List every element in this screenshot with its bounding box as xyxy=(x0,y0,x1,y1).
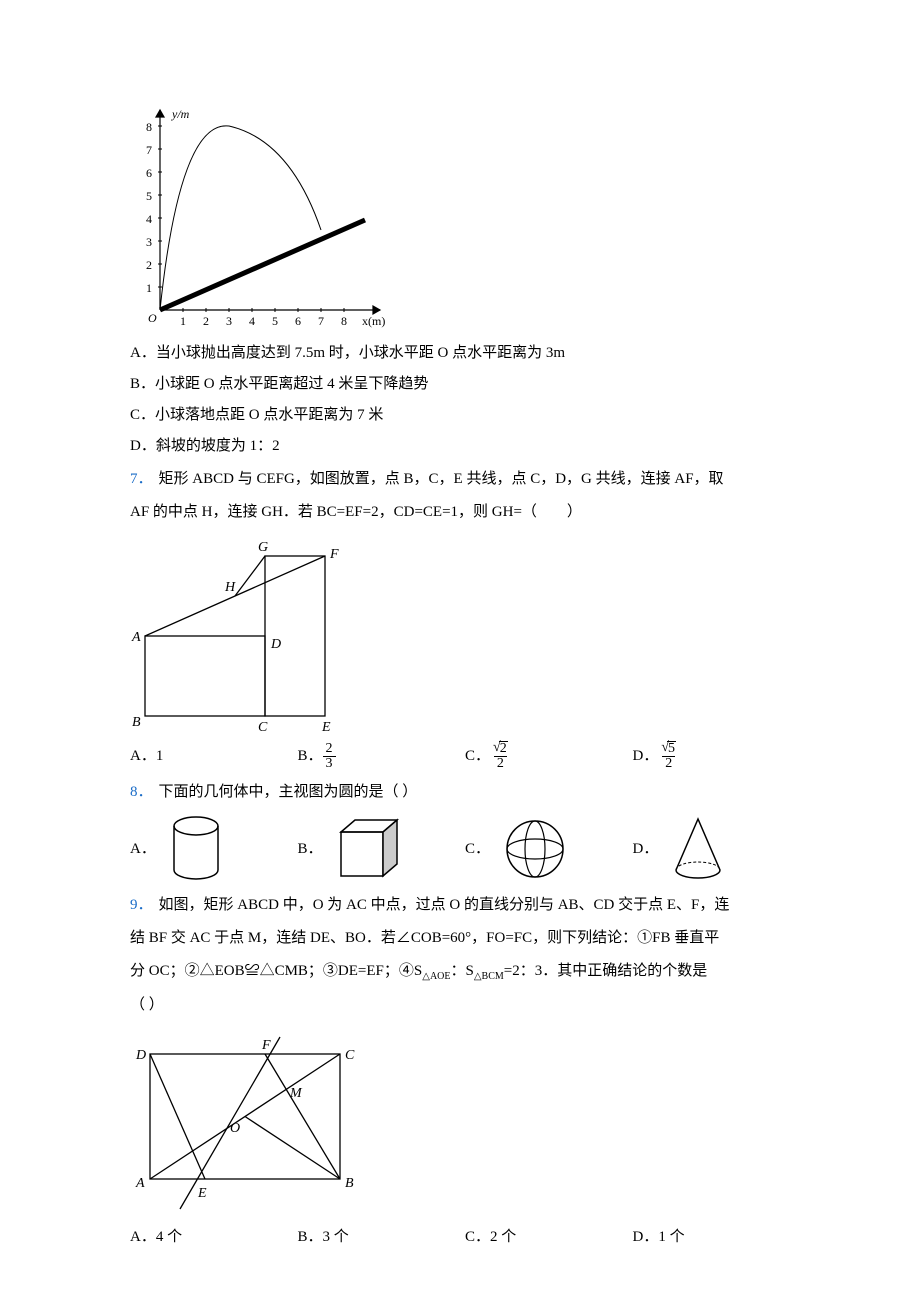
svg-text:6: 6 xyxy=(295,314,301,328)
q9-text-l1: 如图，矩形 ABCD 中，O 为 AC 中点，过点 O 的直线分别与 AB、CD… xyxy=(159,897,730,913)
svg-text:8: 8 xyxy=(341,314,347,328)
q8-text: 下面的几何体中，主视图为圆的是（ ） xyxy=(159,784,418,800)
svg-text:E: E xyxy=(197,1186,207,1201)
q7-option-d: D． 52 xyxy=(633,741,801,771)
svg-text:A: A xyxy=(131,630,141,645)
svg-text:3: 3 xyxy=(226,314,232,328)
svg-text:F: F xyxy=(329,547,339,562)
svg-text:C: C xyxy=(258,720,268,731)
q9-number: 9． xyxy=(130,897,153,913)
svg-text:H: H xyxy=(224,580,236,595)
svg-text:x(m): x(m) xyxy=(362,314,385,328)
svg-text:A: A xyxy=(135,1176,145,1191)
svg-text:M: M xyxy=(289,1086,303,1101)
q9: 9． 如图，矩形 ABCD 中，O 为 AC 中点，过点 O 的直线分别与 AB、… xyxy=(130,892,800,919)
svg-text:1: 1 xyxy=(146,281,152,295)
q7-options: A．1 B． 23 C． 22 D． 52 xyxy=(130,741,800,771)
q7-text-l1: 矩形 ABCD 与 CEFG，如图放置，点 B，C，E 共线，点 C，D，G 共… xyxy=(159,471,724,487)
q6-chart: y/m x(m) O 1 2 3 4 5 6 7 8 1 2 3 4 5 6 7… xyxy=(130,100,800,330)
cylinder-icon xyxy=(166,814,226,884)
svg-text:O: O xyxy=(230,1121,240,1136)
parabola-chart: y/m x(m) O 1 2 3 4 5 6 7 8 1 2 3 4 5 6 7… xyxy=(130,100,390,330)
q9-option-d: D．1 个 xyxy=(633,1224,801,1251)
q6-option-d: D．斜坡的坡度为 1：2 xyxy=(130,433,800,460)
q9-option-b: B．3 个 xyxy=(298,1224,466,1251)
q9-text-l2: 结 BF 交 AC 于点 M，连结 DE、BO．若∠COB=60°，FO=FC，… xyxy=(130,925,800,952)
svg-text:G: G xyxy=(258,540,268,555)
svg-text:7: 7 xyxy=(146,143,152,157)
svg-text:7: 7 xyxy=(318,314,324,328)
cube-icon xyxy=(333,814,408,884)
svg-text:5: 5 xyxy=(146,189,152,203)
q8: 8． 下面的几何体中，主视图为圆的是（ ） xyxy=(130,779,800,806)
svg-text:6: 6 xyxy=(146,166,152,180)
svg-text:2: 2 xyxy=(146,258,152,272)
q8-option-b: B． xyxy=(298,814,466,884)
svg-text:B: B xyxy=(132,715,141,730)
q9-text-l4: （ ） xyxy=(130,992,800,1019)
q8-option-a: A． xyxy=(130,814,298,884)
q9-text-l3: 分 OC；②△EOB≌△CMB；③DE=EF；④S△AOE：S△BCM=2：3．… xyxy=(130,958,800,986)
svg-text:D: D xyxy=(135,1048,146,1063)
q9-diagram: D C B A E F O M xyxy=(130,1029,800,1214)
svg-text:3: 3 xyxy=(146,235,152,249)
q8-option-c: C． xyxy=(465,814,633,884)
svg-text:5: 5 xyxy=(272,314,278,328)
svg-text:2: 2 xyxy=(203,314,209,328)
q7-number: 7． xyxy=(130,471,153,487)
q6-option-b: B．小球距 O 点水平距离超过 4 米呈下降趋势 xyxy=(130,371,800,398)
svg-text:8: 8 xyxy=(146,120,152,134)
svg-text:1: 1 xyxy=(180,314,186,328)
q7-text-l2: AF 的中点 H，连接 GH．若 BC=EF=2，CD=CE=1，则 GH=（ … xyxy=(130,499,800,526)
svg-text:C: C xyxy=(345,1048,355,1063)
q6-option-a: A．当小球抛出高度达到 7.5m 时，小球水平距 O 点水平距离为 3m xyxy=(130,340,800,367)
q8-number: 8． xyxy=(130,784,153,800)
sphere-icon xyxy=(500,814,570,884)
svg-text:y/m: y/m xyxy=(171,107,190,121)
q8-options: A． B． C． D． xyxy=(130,814,800,884)
svg-text:B: B xyxy=(345,1176,354,1191)
q7-option-c: C． 22 xyxy=(465,741,633,771)
q7-option-b: B． 23 xyxy=(298,742,466,771)
q9-option-a: A．4 个 xyxy=(130,1224,298,1251)
svg-text:4: 4 xyxy=(146,212,152,226)
svg-text:O: O xyxy=(148,311,157,325)
svg-text:4: 4 xyxy=(249,314,255,328)
q9-options: A．4 个 B．3 个 C．2 个 D．1 个 xyxy=(130,1224,800,1251)
q9-option-c: C．2 个 xyxy=(465,1224,633,1251)
q8-option-d: D． xyxy=(633,814,801,884)
svg-text:E: E xyxy=(321,720,331,731)
q7: 7． 矩形 ABCD 与 CEFG，如图放置，点 B，C，E 共线，点 C，D，G… xyxy=(130,466,800,493)
svg-text:D: D xyxy=(270,637,281,652)
q7-diagram: A B C D E F G H xyxy=(130,536,800,731)
q6-option-c: C．小球落地点距 O 点水平距离为 7 米 xyxy=(130,402,800,429)
cone-icon xyxy=(668,814,728,884)
svg-text:F: F xyxy=(261,1038,271,1053)
q7-option-a: A．1 xyxy=(130,743,298,770)
